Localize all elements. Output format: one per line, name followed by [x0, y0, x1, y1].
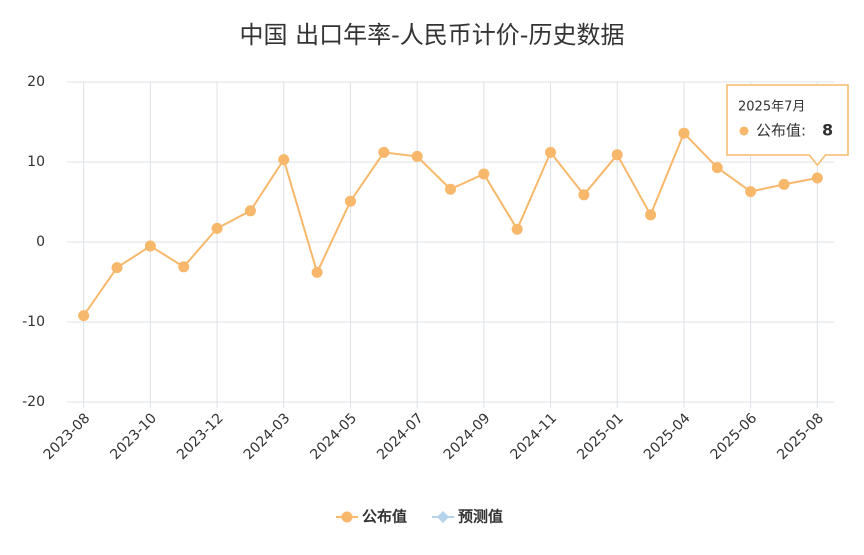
data-point [545, 146, 557, 158]
data-point [278, 154, 290, 166]
data-point [344, 195, 356, 207]
x-tick-label: 2023-12 [174, 410, 227, 463]
data-point [511, 223, 523, 235]
y-tick-label: 0 [36, 234, 45, 250]
tooltip-box [726, 84, 849, 167]
legend-item: 预测值 [432, 508, 503, 526]
x-tick-label: 2024-09 [441, 410, 494, 463]
x-tick-label: 2024-11 [508, 410, 561, 463]
legend-symbol [341, 511, 353, 523]
x-tick-label: 2023-10 [107, 410, 160, 463]
data-point [445, 183, 456, 195]
x-tick-label: 2024-03 [241, 410, 294, 463]
x-tick-label: 2025-01 [574, 410, 627, 463]
legend-label: 预测值 [458, 508, 503, 526]
legend-label: 公布值 [362, 508, 407, 526]
data-point [78, 310, 90, 322]
data-point [645, 209, 657, 221]
data-point [244, 205, 256, 217]
data-point [611, 149, 623, 161]
y-tick-label: -10 [22, 314, 45, 330]
data-point [711, 162, 723, 174]
data-point [478, 168, 490, 180]
data-point [578, 189, 590, 201]
tooltip-symbol [739, 126, 749, 136]
x-tick-label: 2025-04 [641, 410, 694, 463]
tooltip-label: 公布值: [756, 122, 806, 140]
data-point [311, 266, 323, 278]
data-point [745, 186, 757, 198]
legend-item: 公布值 [336, 508, 407, 526]
series-line [82, 131, 818, 317]
x-tick-label: 2025-08 [774, 410, 827, 463]
data-point [144, 240, 156, 252]
data-point [678, 127, 690, 139]
y-tick-label: -20 [22, 394, 45, 410]
y-tick-label: 10 [27, 154, 45, 170]
tooltip-value: 8 [822, 121, 833, 140]
data-point [811, 172, 823, 184]
x-tick-label: 2023-08 [41, 410, 94, 463]
data-point [411, 150, 423, 162]
data-point [378, 146, 390, 158]
data-point [111, 262, 123, 274]
legend-symbol [437, 511, 449, 523]
y-tick-label: 20 [27, 74, 45, 90]
tooltip-title: 2025年7月 [738, 100, 805, 115]
data-point [778, 178, 790, 190]
data-point [211, 222, 223, 234]
x-tick-label: 2025-06 [708, 410, 761, 463]
x-tick-label: 2024-07 [374, 410, 427, 463]
chart-title: 中国 出口年率-人民币计价-历史数据 [240, 21, 625, 49]
data-point [178, 261, 190, 273]
x-tick-label: 2024-05 [307, 410, 360, 463]
